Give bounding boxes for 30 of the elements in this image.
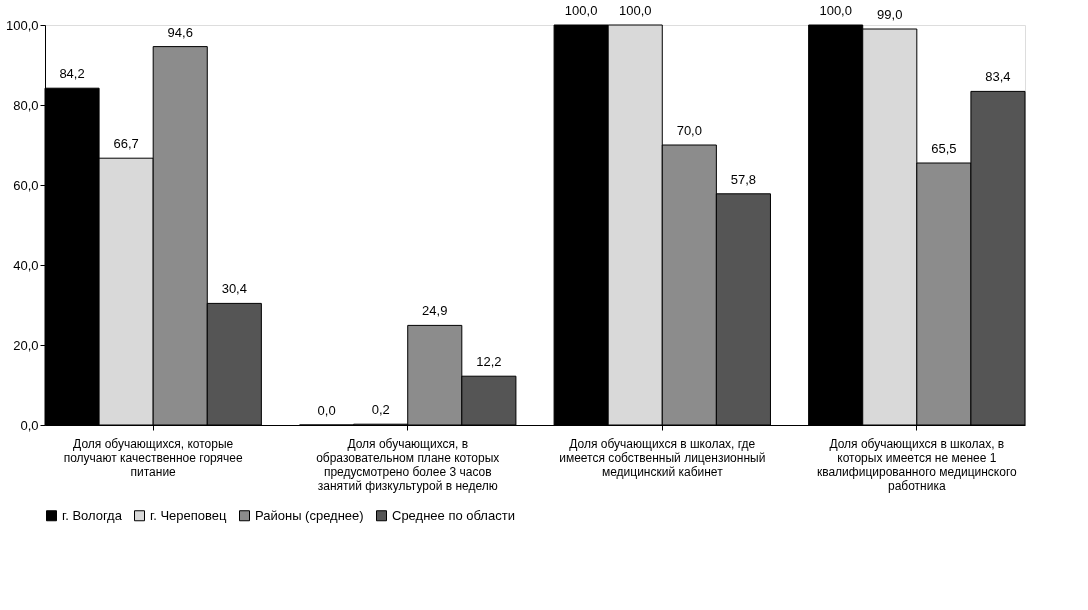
- x-tick-label: Доля обучающихся в школах, где имеется собственный лицензионный медицинский кабинет: [559, 436, 766, 479]
- data-label: 65,5: [931, 141, 957, 156]
- x-tick-label: Доля обучающихся, в образовательном плане которых предусмотрено более 3 часов занятий физкультурой в неделю: [316, 436, 500, 493]
- data-label: 83,4: [985, 69, 1011, 85]
- y-tick-label: 40,0: [13, 257, 39, 273]
- data-label: 66,7: [113, 136, 139, 152]
- data-label: 99,0: [877, 7, 903, 22]
- y-tick-label: 100,0: [5, 17, 39, 33]
- legend-label: Районы (среднее): [255, 507, 364, 523]
- y-tick-label: 20,0: [13, 337, 39, 353]
- data-label: 94,6: [167, 24, 193, 40]
- data-label: 70,0: [676, 123, 702, 138]
- data-label: 100,0: [564, 3, 598, 18]
- legend-label: Среднее по области: [392, 507, 515, 523]
- data-label: 100,0: [618, 3, 652, 18]
- data-label: 100,0: [819, 3, 852, 18]
- y-tick-label: 60,0: [13, 177, 39, 193]
- data-label: 84,2: [59, 66, 85, 82]
- data-label: 0,0: [317, 403, 336, 418]
- data-label: 30,4: [221, 281, 247, 297]
- x-tick-label: Доля обучающихся, которые получают качественное горячее питание: [63, 436, 244, 479]
- data-label: 24,9: [422, 303, 448, 319]
- x-tick-label: Доля обучающихся в школах, в которых имеется не менее 1 квалифицированного медицинского работника: [816, 436, 1018, 493]
- y-tick-label: 0,0: [20, 417, 39, 433]
- data-label: 12,2: [476, 354, 502, 370]
- legend-label: г. Вологда: [62, 507, 123, 523]
- y-tick-label: 80,0: [13, 97, 39, 113]
- data-label: 0,2: [371, 402, 390, 418]
- data-label: 57,8: [730, 171, 757, 187]
- legend-label: г. Череповец: [150, 507, 227, 523]
